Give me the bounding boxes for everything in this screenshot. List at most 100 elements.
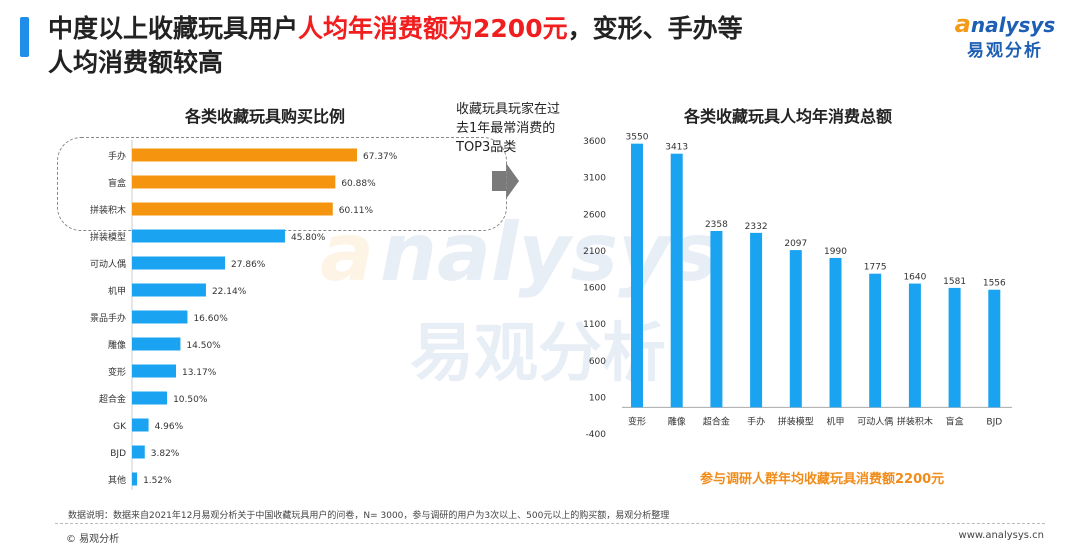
category-label: 盲盒 [108, 177, 126, 189]
bar [132, 445, 145, 459]
data-label: 1990 [824, 247, 847, 257]
bar [132, 283, 206, 297]
y-tick-label: 3600 [583, 137, 606, 147]
y-tick-label: 3100 [583, 174, 606, 184]
bar [948, 287, 961, 408]
data-label: 3550 [626, 133, 649, 143]
footer-divider [55, 523, 1045, 524]
headline-part1: 中度以上收藏玩具用户 [48, 14, 299, 43]
bar [710, 230, 723, 408]
bar [132, 418, 149, 432]
data-source-note: 数据说明：数据来自2021年12月易观分析关于中国收藏玩具用户的问卷，N= 30… [68, 511, 670, 521]
category-label: 拼装模型 [90, 231, 126, 243]
chart-caption: 参与调研人群年均收藏玩具消费额2200元 [700, 472, 945, 487]
left-chart-title: 各类收藏玩具购买比例 [185, 107, 346, 126]
bar [132, 364, 176, 378]
bar [789, 250, 802, 408]
data-label: 13.17% [182, 368, 217, 378]
bar [132, 148, 358, 162]
data-label: 14.50% [186, 341, 221, 351]
category-label: 变形 [628, 415, 646, 427]
headline-line-1: 中度以上收藏玩具用户人均年消费额为2200元，变形、手办等 [48, 12, 743, 46]
data-label: 22.14% [212, 287, 247, 297]
bar [670, 153, 683, 408]
data-label: 60.11% [339, 206, 374, 216]
bar [631, 143, 643, 408]
category-label: 手办 [108, 150, 126, 162]
category-label: 变形 [108, 366, 126, 378]
bar [132, 202, 333, 216]
category-label: 景品手办 [90, 312, 126, 324]
category-label: 机甲 [108, 285, 126, 297]
category-label: 可动人偶 [857, 415, 893, 427]
y-tick-label: 1100 [583, 320, 606, 330]
arrow-right-icon [492, 163, 519, 199]
bar [132, 310, 188, 324]
page-headline: 中度以上收藏玩具用户人均年消费额为2200元，变形、手办等 人均消费额较高 [48, 12, 743, 80]
data-label: 1556 [983, 279, 1006, 289]
category-label: 雕像 [108, 339, 126, 351]
purchase-ratio-chart: 手办 67.37% 盲盒 60.88% 拼装积木 60.11% 拼装模型 45.80% 可动人偶… [90, 140, 398, 490]
data-label: 3413 [665, 143, 688, 153]
y-tick-label: 2600 [583, 210, 606, 220]
bar [988, 289, 1001, 408]
data-label: 4.96% [155, 422, 184, 432]
category-label: 机甲 [826, 415, 844, 427]
category-label: 手办 [747, 415, 765, 427]
bar [908, 283, 921, 408]
data-label: 10.50% [173, 395, 208, 405]
data-label: 67.37% [363, 152, 398, 162]
category-label: 超合金 [703, 415, 730, 427]
category-label: 雕像 [668, 415, 686, 427]
bar [132, 175, 336, 189]
headline-highlight: 人均年消费额为2200元 [298, 14, 568, 43]
category-label: BJD [986, 417, 1002, 427]
category-label: 可动人偶 [90, 258, 126, 270]
bar [829, 257, 842, 408]
bar [132, 229, 285, 243]
headline-line-2: 人均消费额较高 [48, 48, 224, 77]
category-label: 拼装模型 [778, 415, 814, 427]
footer-copyright: © 易观分析 [66, 534, 120, 545]
bar [132, 337, 181, 351]
bar [869, 273, 882, 408]
y-tick-label: 2100 [583, 247, 606, 257]
bar [750, 232, 763, 408]
category-label: 盲盒 [946, 415, 964, 427]
y-tick-label: 100 [589, 393, 606, 403]
data-label: 2097 [784, 239, 807, 249]
data-label: 2358 [705, 220, 728, 230]
annual-spend-chart: 3600 3100 2600 2100 1600 1100 600 100 -400 3550 变形… [583, 133, 1012, 440]
data-label: 1581 [943, 277, 966, 287]
data-label: 3.82% [151, 449, 180, 459]
right-chart-title: 各类收藏玩具人均年消费总额 [684, 107, 893, 126]
bar [132, 256, 226, 270]
data-label: 1.52% [143, 476, 172, 486]
data-label: 45.80% [291, 233, 326, 243]
data-label: 60.88% [341, 179, 376, 189]
footer-website: www.analysys.cn [958, 530, 1044, 541]
bar [132, 472, 138, 486]
data-label: 1640 [903, 273, 926, 283]
category-label: BJD [110, 449, 126, 459]
analysys-logo: analysys 易观分析 [944, 10, 1066, 61]
bar [132, 391, 168, 405]
data-label: 1775 [864, 263, 887, 273]
y-tick-label: -400 [586, 430, 607, 440]
data-label: 27.86% [231, 260, 266, 270]
title-accent-bar [20, 17, 29, 57]
logo-chinese: 易观分析 [967, 41, 1043, 61]
y-tick-label: 600 [589, 357, 606, 367]
category-label: 拼装积木 [90, 204, 126, 216]
category-label: 拼装积木 [897, 415, 933, 427]
logo-english: analysys [944, 10, 1066, 38]
logo-swoosh-icon: a [954, 10, 971, 38]
data-label: 16.60% [193, 314, 228, 324]
data-label: 2332 [745, 222, 768, 232]
category-label: 超合金 [99, 393, 126, 405]
category-label: GK [113, 422, 127, 432]
y-tick-label: 1600 [583, 284, 606, 294]
headline-part2: ，变形、手办等 [567, 14, 743, 43]
logo-english-text: nalysys [970, 13, 1056, 37]
category-label: 其他 [108, 474, 126, 486]
